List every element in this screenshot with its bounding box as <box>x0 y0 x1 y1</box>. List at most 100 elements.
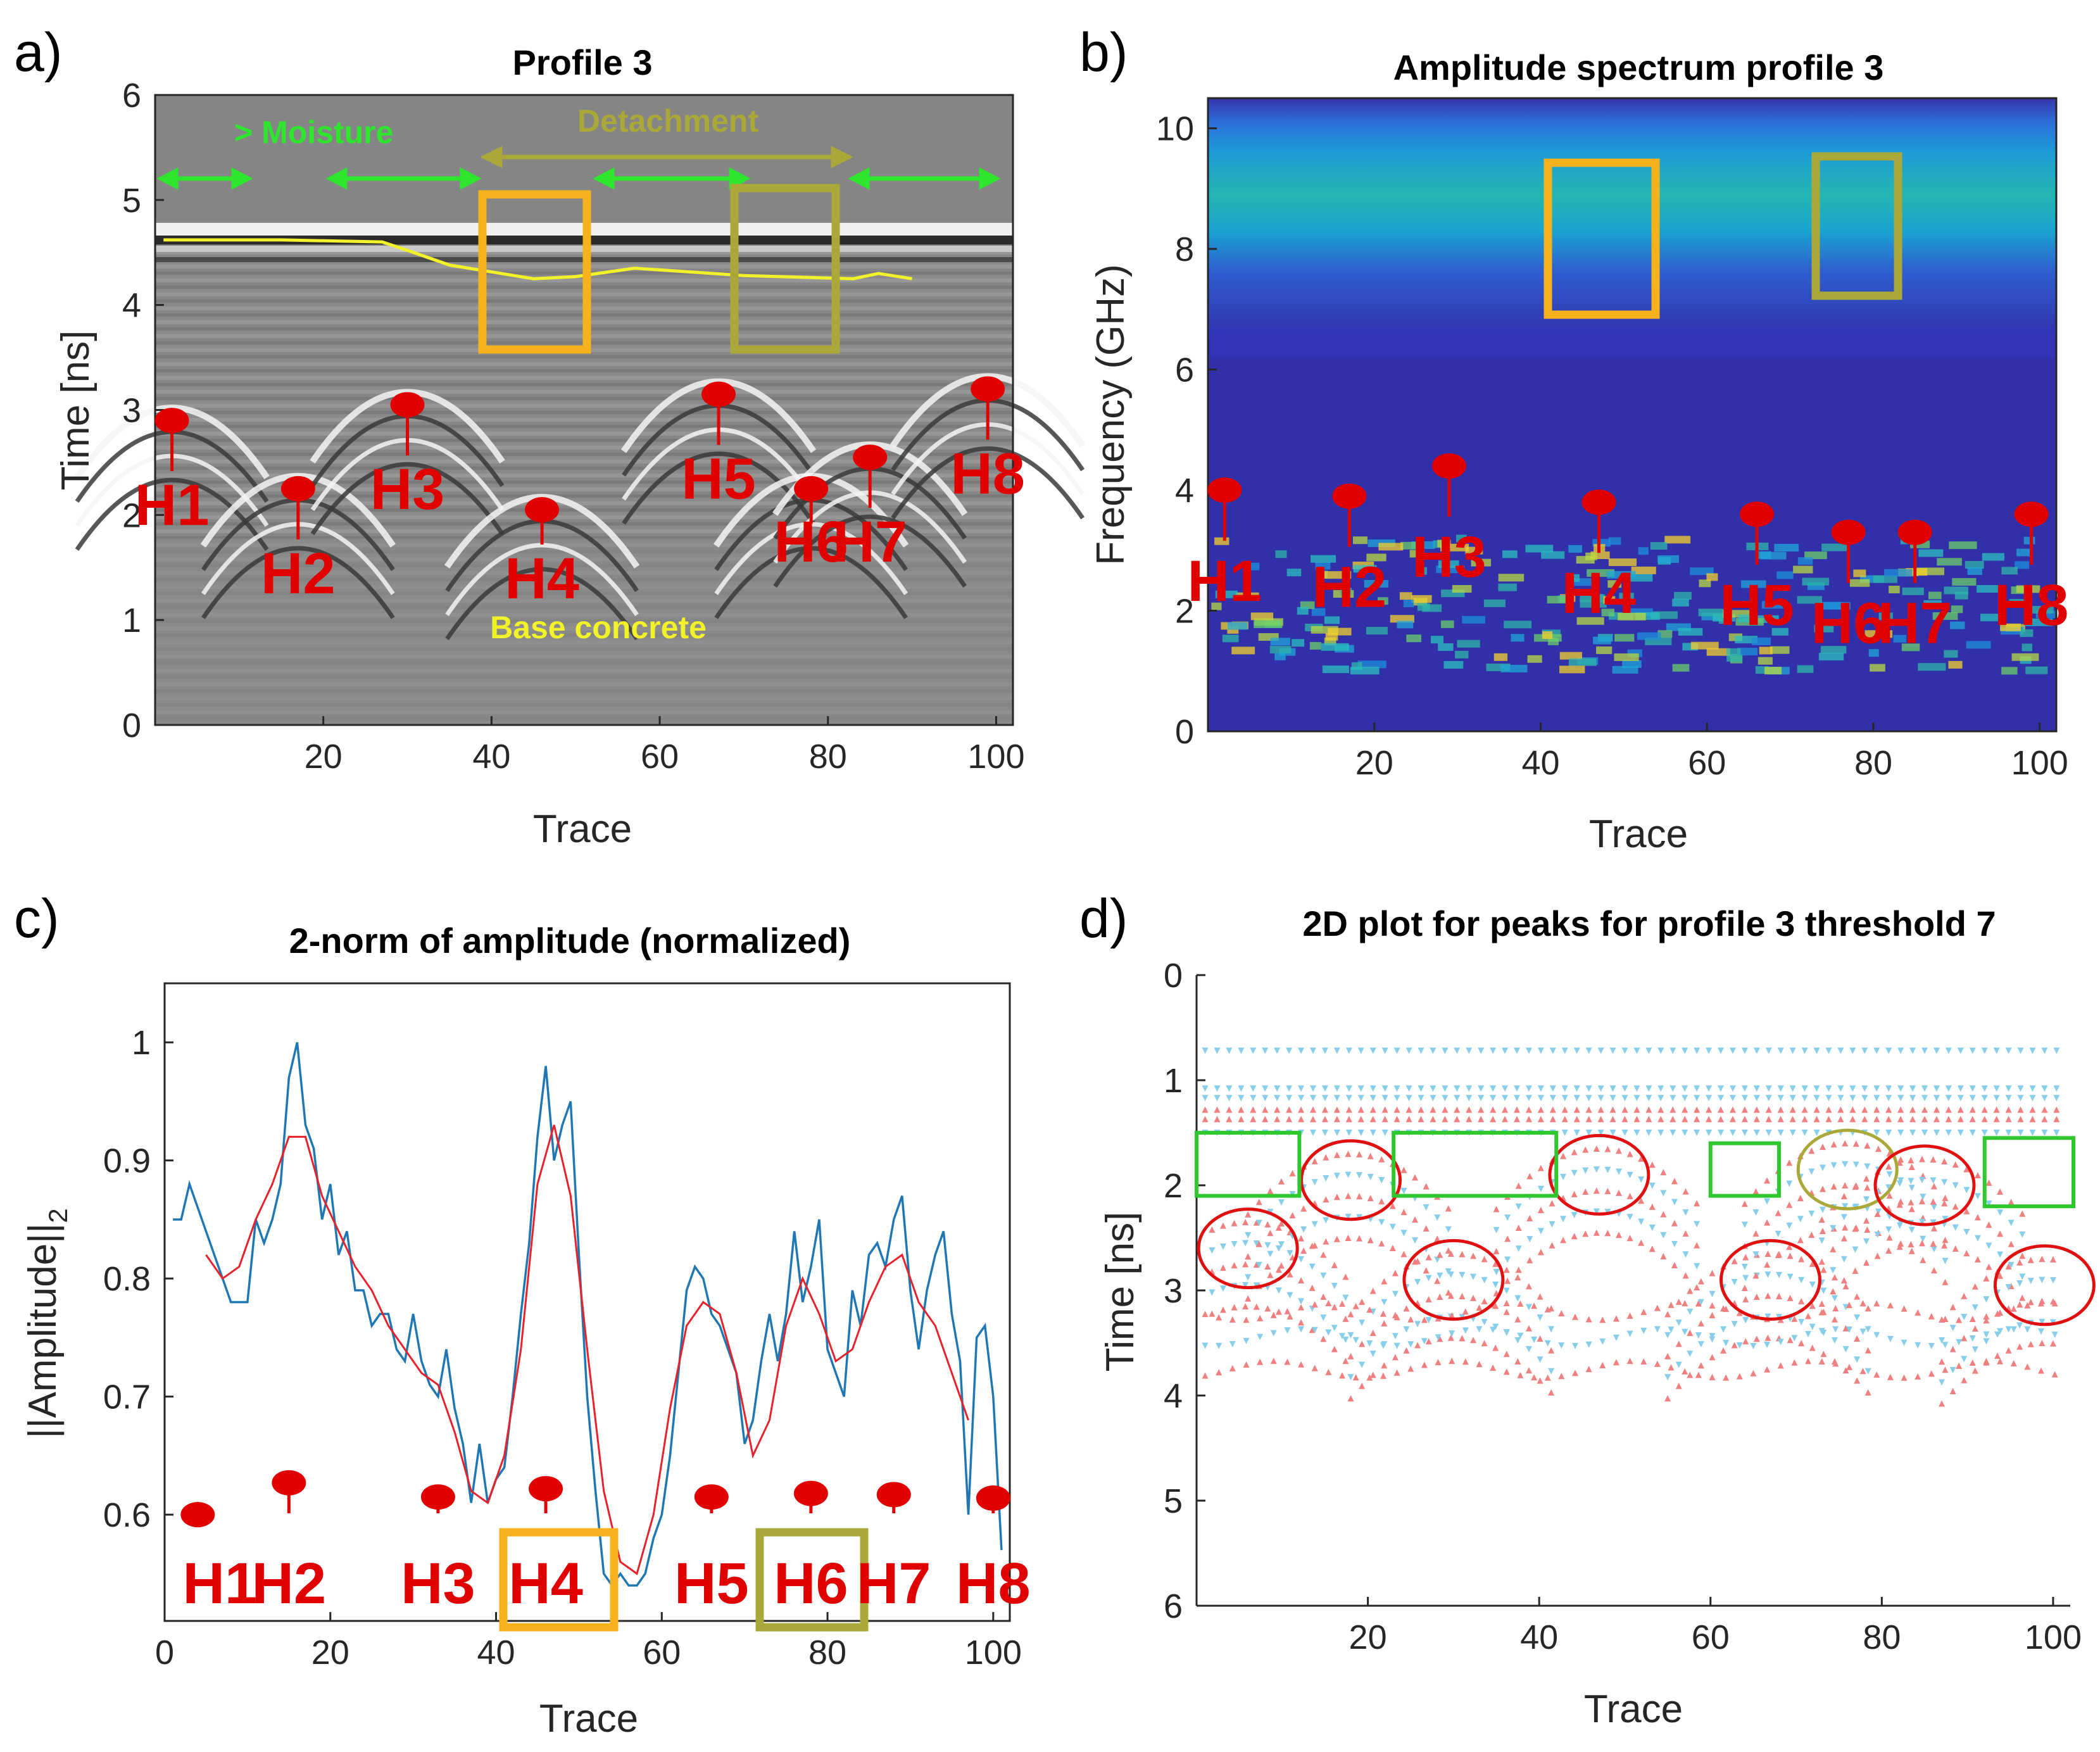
peak-marker <box>1818 1300 1825 1307</box>
peak-marker <box>1723 1306 1730 1313</box>
peak-marker <box>1942 1278 1949 1285</box>
peak-marker <box>1957 1116 1964 1123</box>
peak-marker <box>1367 1195 1374 1202</box>
peak-marker <box>1885 1130 1892 1136</box>
peak-marker <box>1830 1267 1837 1274</box>
peak-marker <box>1640 1308 1647 1315</box>
peak-marker <box>1941 1242 1948 1249</box>
spectrum-cell <box>2023 536 2035 545</box>
peak-marker <box>1886 1171 1893 1178</box>
peak-marker <box>1626 1150 1633 1157</box>
peak-marker <box>1942 1315 1949 1322</box>
peak-marker <box>1412 1216 1418 1223</box>
panel-d-box <box>1708 1141 1781 1198</box>
peak-marker <box>1407 1341 1414 1348</box>
peak-marker <box>1750 1342 1757 1349</box>
peak-marker <box>1481 1319 1488 1326</box>
spectrum-cell <box>1231 646 1255 655</box>
peak-marker <box>1216 1314 1223 1321</box>
peak-marker <box>1818 1216 1825 1223</box>
peak-marker <box>1777 1085 1784 1092</box>
peak-marker <box>1969 1047 1976 1054</box>
peak-marker <box>1765 1095 1772 1102</box>
spectrum-cell <box>1309 641 1321 650</box>
peak-marker <box>1504 1256 1511 1263</box>
peak-marker <box>1918 1219 1925 1226</box>
peak-marker <box>1311 1242 1318 1249</box>
peak-marker <box>1342 1315 1349 1322</box>
peak-marker <box>1333 1095 1340 1102</box>
peak-marker <box>1242 1282 1249 1289</box>
panel-a-marker-h7-pin <box>853 444 888 470</box>
peak-marker <box>1286 1106 1293 1113</box>
peak-marker <box>1813 1095 1820 1102</box>
peak-marker <box>1560 1173 1567 1180</box>
panel-d-xtick: 60 <box>1692 1618 1730 1656</box>
peak-marker <box>1908 1163 1915 1170</box>
peak-marker <box>1694 1242 1701 1249</box>
panel-b-marker-h6-label: H6 <box>1811 591 1886 656</box>
peak-marker <box>1818 1328 1825 1335</box>
hyperbola-arc <box>891 446 1085 520</box>
peak-marker <box>1490 1364 1497 1371</box>
peak-marker <box>1969 1316 1976 1323</box>
peak-marker <box>1435 1359 1442 1366</box>
peak-marker <box>1503 1351 1510 1358</box>
peak-marker <box>1503 1266 1510 1273</box>
peak-marker <box>1994 1331 2001 1338</box>
peak-marker <box>1742 1275 1749 1282</box>
panel-c-xtick: 100 <box>965 1634 1022 1672</box>
peak-marker <box>2053 1130 2060 1136</box>
peak-marker <box>1493 1247 1500 1254</box>
peak-marker <box>1820 1144 1826 1150</box>
peak-marker <box>1531 1374 1538 1381</box>
peak-marker <box>1787 1252 1794 1259</box>
panel-a-detachment-box-h4 <box>478 190 591 354</box>
peak-marker <box>1820 1351 1827 1358</box>
peak-marker <box>1300 1205 1307 1212</box>
spectrum-cell <box>1944 650 1958 658</box>
peak-marker <box>1777 1106 1784 1113</box>
peak-marker <box>1517 1371 1524 1378</box>
peak-marker <box>1609 1047 1616 1054</box>
peak-marker <box>1675 1382 1682 1389</box>
spectrum-cell <box>1901 643 1920 652</box>
peak-marker <box>1837 1095 1844 1102</box>
spectrum-cell <box>2009 598 2027 607</box>
peak-marker <box>1909 1106 1916 1113</box>
peak-marker <box>1997 1251 2004 1258</box>
peak-marker <box>1626 1358 1633 1364</box>
panel-c-marker-h5-pin <box>694 1484 729 1510</box>
peak-marker <box>1820 1206 1826 1213</box>
peak-marker <box>1675 1320 1682 1327</box>
peak-marker <box>1633 1085 1640 1092</box>
spectrum-cell <box>1918 549 1944 557</box>
peak-marker <box>1286 1250 1293 1257</box>
peak-marker <box>1983 1331 1990 1338</box>
peak-marker <box>2041 1106 2048 1113</box>
peak-marker <box>1840 1276 1847 1283</box>
peak-marker <box>1470 1252 1476 1259</box>
panel-b-marker-h1-pin <box>1207 477 1242 503</box>
spectrum-cell <box>1967 567 1982 575</box>
panel-b-marker-h4-label: H4 <box>1562 561 1637 626</box>
spectrum-cell <box>1366 553 1386 562</box>
peak-marker <box>1896 1222 1903 1229</box>
peak-marker <box>1597 1106 1604 1113</box>
spectrum-cell <box>1982 553 2004 561</box>
peak-marker <box>1345 1116 1352 1123</box>
peak-marker <box>1202 1311 1209 1318</box>
peak-marker <box>1414 1257 1421 1264</box>
peak-marker <box>1736 1342 1743 1349</box>
peak-marker <box>1818 1258 1825 1265</box>
peak-marker <box>1393 1116 1400 1123</box>
peak-marker <box>2039 1256 2046 1263</box>
panel-c-box-h4 <box>499 1528 619 1632</box>
spectrum-cell <box>1409 550 1424 558</box>
peak-marker <box>1933 1085 1940 1092</box>
spectrum-cell <box>1657 630 1673 638</box>
peak-marker <box>1801 1095 1808 1102</box>
peak-marker <box>1718 1047 1724 1054</box>
peak-marker <box>1952 1203 1959 1210</box>
